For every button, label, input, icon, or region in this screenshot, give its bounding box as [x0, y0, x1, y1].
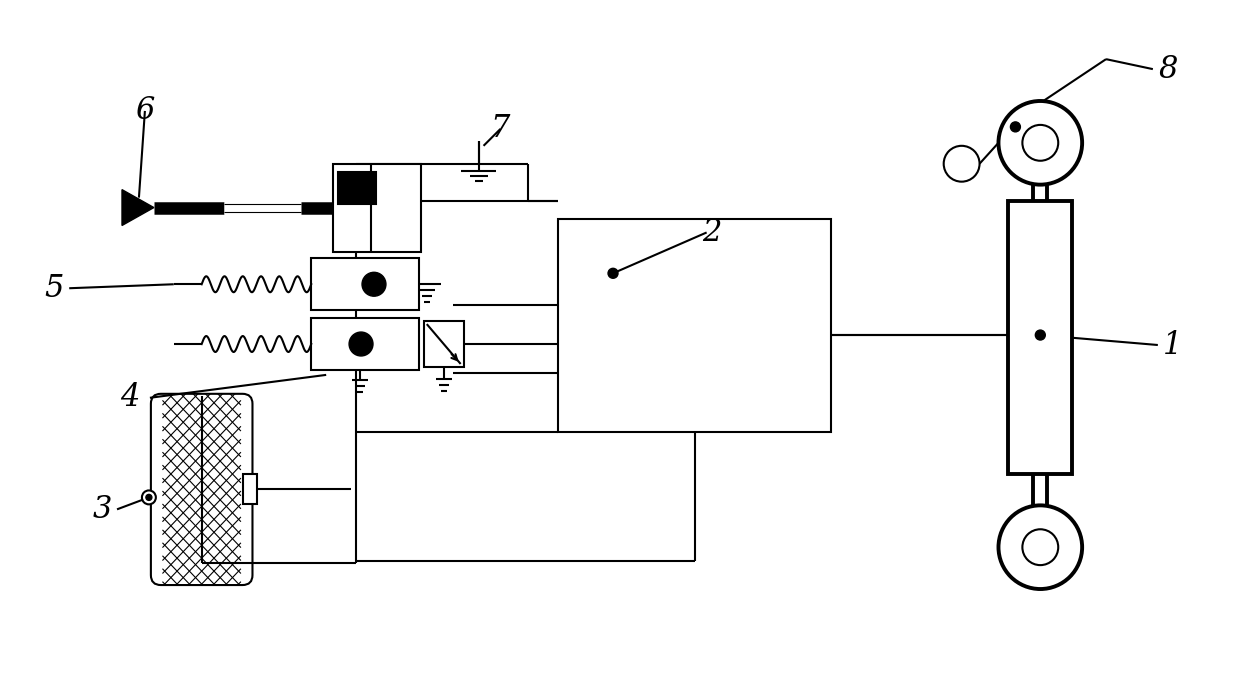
Circle shape [608, 269, 618, 278]
Circle shape [944, 146, 980, 182]
Circle shape [362, 272, 385, 296]
Text: 5: 5 [45, 273, 64, 304]
FancyBboxPatch shape [151, 393, 253, 585]
Bar [243, 475, 258, 505]
Bar [311, 318, 419, 370]
Circle shape [1036, 330, 1046, 340]
Circle shape [146, 494, 152, 500]
Bar [559, 219, 831, 432]
Polygon shape [121, 189, 154, 226]
Text: 1: 1 [1163, 330, 1182, 360]
Bar [338, 171, 375, 203]
Text: 7: 7 [491, 113, 510, 144]
Text: 6: 6 [135, 96, 155, 126]
Circle shape [1011, 122, 1021, 132]
Circle shape [1022, 530, 1058, 565]
Bar [424, 321, 463, 367]
Circle shape [349, 332, 373, 356]
Circle shape [999, 505, 1082, 589]
Bar [1009, 201, 1072, 475]
Bar [333, 164, 421, 253]
Circle shape [1022, 125, 1058, 161]
Circle shape [999, 101, 1082, 185]
Bar [311, 258, 419, 310]
Text: 2: 2 [703, 217, 721, 248]
Text: 8: 8 [1158, 53, 1177, 85]
Circle shape [142, 491, 156, 505]
Text: 3: 3 [93, 494, 112, 525]
Text: 4: 4 [120, 382, 140, 414]
